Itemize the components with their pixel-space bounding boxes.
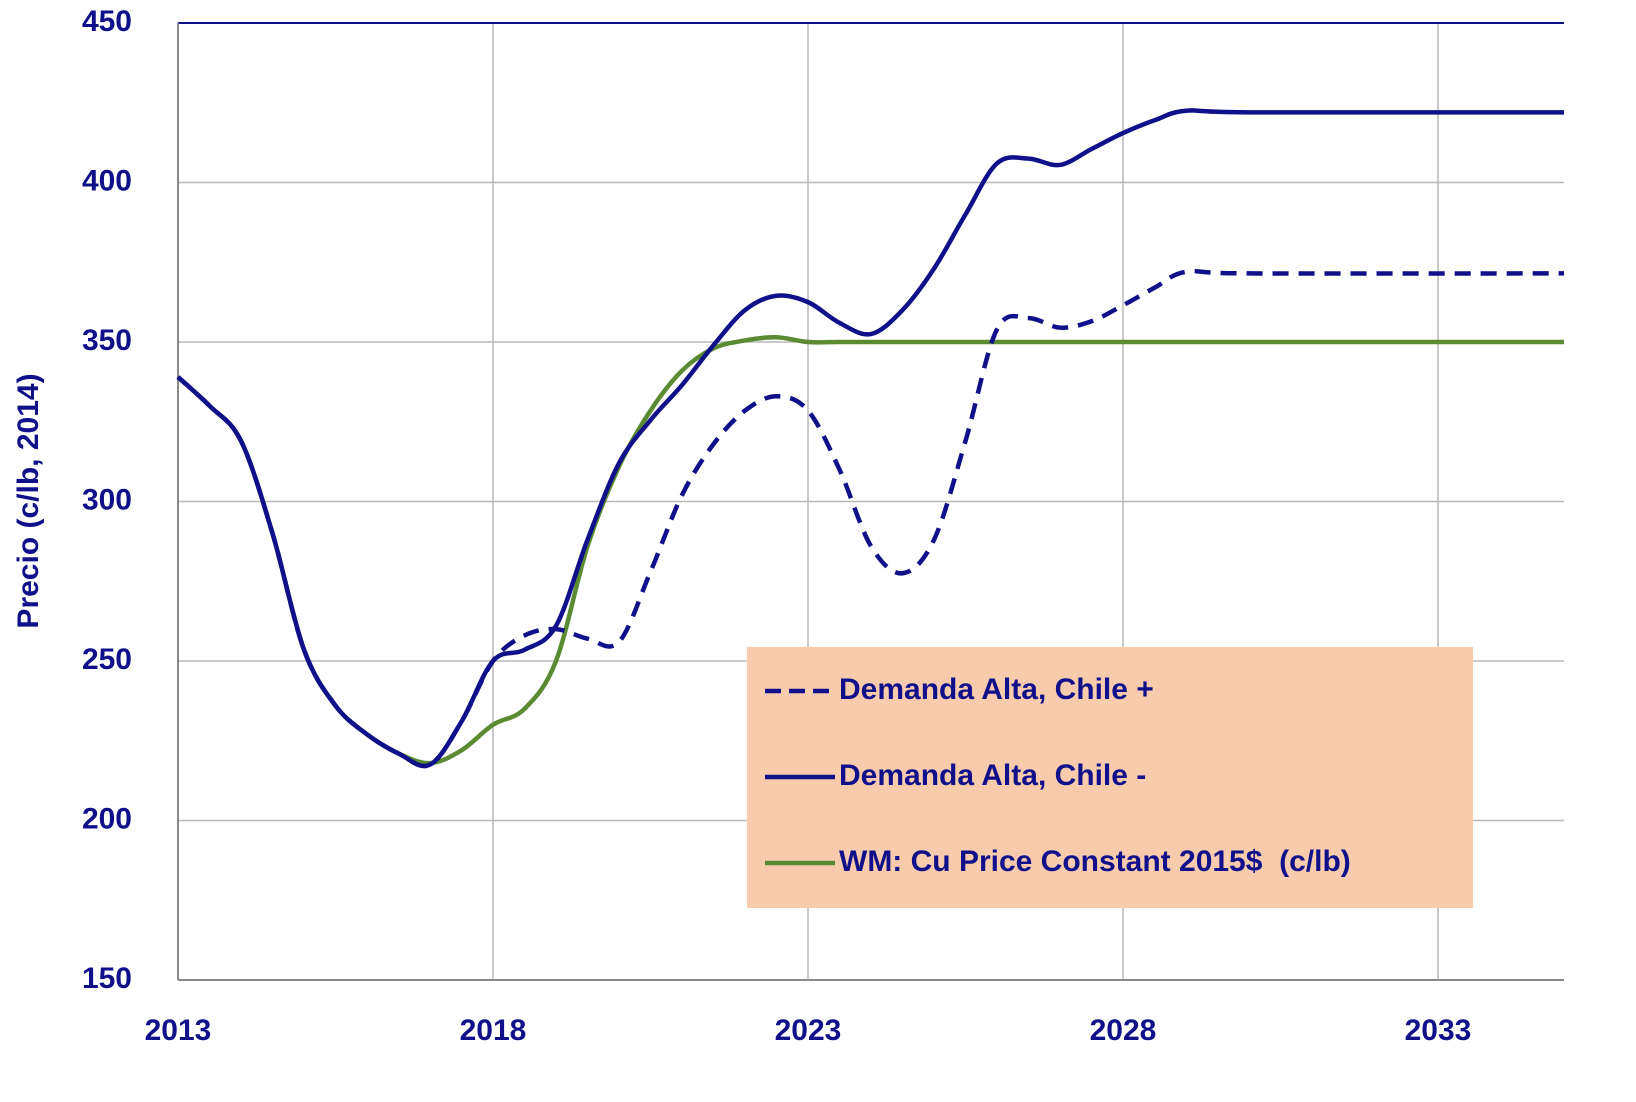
y-tick-label: 450 [82, 5, 132, 38]
y-tick-label: 250 [82, 643, 132, 676]
series-line [176, 108, 1565, 769]
y-tick-label: 150 [82, 962, 132, 995]
y-tick-label: 400 [82, 164, 132, 197]
y-axis-label: Precio (c/lb, 2014) [12, 373, 45, 628]
y-tick-label: 350 [82, 324, 132, 357]
legend-label: WM: Cu Price Constant 2015$ (c/lb) [839, 845, 1351, 878]
x-tick-label: 2033 [1405, 1014, 1472, 1047]
y-tick-label: 200 [82, 802, 132, 835]
x-tick-label: 2018 [460, 1014, 527, 1047]
x-tick-label: 2023 [775, 1014, 842, 1047]
x-tick-label: 2028 [1090, 1014, 1157, 1047]
legend-label: Demanda Alta, Chile - [839, 759, 1146, 792]
x-tick-label: 2013 [145, 1014, 212, 1047]
legend-label: Demanda Alta, Chile + [839, 673, 1154, 706]
y-tick-label: 300 [82, 483, 132, 516]
legend-box [747, 647, 1473, 908]
